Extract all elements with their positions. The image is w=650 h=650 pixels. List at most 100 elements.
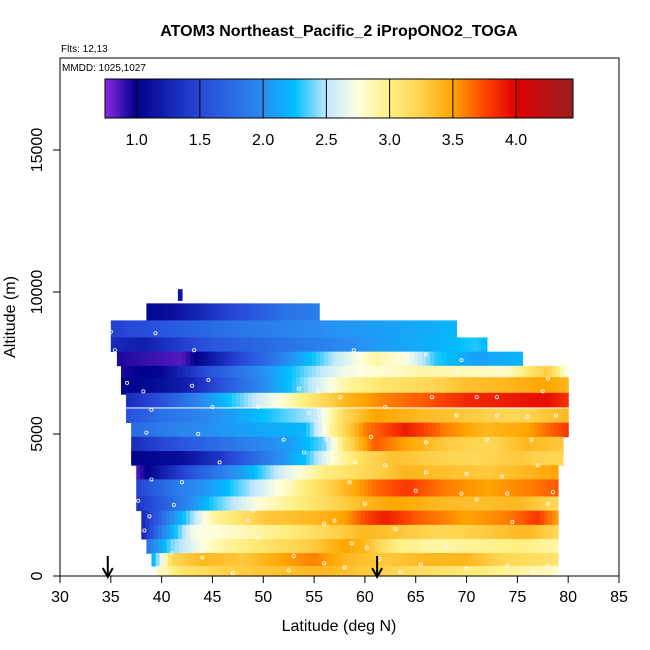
heatmap-cell xyxy=(404,496,410,512)
heatmap-cell xyxy=(190,351,195,367)
sample-point xyxy=(454,370,459,375)
heatmap-cell xyxy=(210,510,216,526)
heatmap-cell xyxy=(337,408,343,424)
heatmap-cell xyxy=(303,377,309,395)
sample-point xyxy=(474,497,479,502)
heatmap-cell xyxy=(320,365,325,378)
heatmap-cell xyxy=(447,539,452,554)
heatmap-cell xyxy=(396,479,402,497)
heatmap-cell xyxy=(206,510,212,526)
heatmap-cell xyxy=(252,539,257,554)
arrow-head xyxy=(371,567,383,580)
heatmap-cell xyxy=(114,320,120,338)
heatmap-cell xyxy=(249,422,254,438)
heatmap-cell xyxy=(367,465,373,480)
heatmap-cell xyxy=(466,524,472,540)
heatmap-cell xyxy=(275,377,281,395)
heatmap-cell xyxy=(263,510,268,526)
heatmap-cell xyxy=(407,436,413,452)
heatmap-cell xyxy=(510,465,515,480)
x-tick-label: 45 xyxy=(204,589,222,606)
colorbar-cell xyxy=(426,79,431,118)
heatmap-cell xyxy=(415,337,421,353)
heatmap-cell xyxy=(509,451,514,466)
colorbar-cell xyxy=(409,79,413,118)
heatmap-cell xyxy=(264,539,269,554)
heatmap-cell xyxy=(443,408,448,424)
heatmap-cell xyxy=(253,451,258,466)
sample-point xyxy=(349,541,354,546)
heatmap-cell xyxy=(240,422,246,438)
heatmap-cell xyxy=(237,496,243,512)
heatmap-cell xyxy=(433,465,438,480)
heatmap-cell xyxy=(424,566,430,577)
heatmap-cell xyxy=(291,510,297,526)
heatmap-cell xyxy=(397,351,403,367)
heatmap-cell xyxy=(386,539,391,554)
heatmap-cell xyxy=(392,479,398,497)
heatmap-cell xyxy=(230,524,236,540)
heatmap-cell xyxy=(293,422,299,438)
heatmap-cell xyxy=(547,524,553,540)
heatmap-cell xyxy=(491,539,497,554)
heatmap-cell xyxy=(333,539,339,554)
heatmap-cell xyxy=(403,553,409,567)
heatmap-cell xyxy=(502,465,507,480)
heatmap-cell xyxy=(478,351,484,367)
heatmap-cell xyxy=(273,553,279,567)
heatmap-cell xyxy=(171,320,177,338)
heatmap-cell xyxy=(155,436,161,452)
heatmap-cell xyxy=(534,465,540,480)
heatmap-cell xyxy=(302,479,308,497)
heatmap-cell xyxy=(474,510,480,526)
heatmap-cell xyxy=(256,303,261,321)
heatmap-cell xyxy=(472,451,478,466)
heatmap-cell xyxy=(538,479,544,497)
heatmap-cell xyxy=(275,365,281,378)
heatmap-cell xyxy=(505,422,510,438)
heatmap-cell xyxy=(488,553,494,567)
heatmap-cell xyxy=(259,510,264,526)
heatmap-cell xyxy=(140,479,145,497)
heatmap-cell xyxy=(503,365,508,378)
heatmap-cell xyxy=(328,524,333,540)
heatmap-cell xyxy=(159,451,165,466)
heatmap-cell xyxy=(409,351,415,367)
heatmap-cell xyxy=(434,365,439,378)
heatmap-cell xyxy=(523,510,529,526)
heatmap-cell xyxy=(326,422,331,438)
heatmap-cell xyxy=(150,539,156,554)
heatmap-cell xyxy=(387,451,392,466)
heatmap-cell xyxy=(316,365,321,378)
heatmap-cell xyxy=(276,408,282,424)
heatmap-cell xyxy=(485,465,491,480)
heatmap-cell xyxy=(252,408,257,424)
heatmap-cell xyxy=(438,351,443,367)
heatmap-cell xyxy=(312,524,317,540)
colorbar-cell xyxy=(365,79,369,118)
x-axis-label: Latitude (deg N) xyxy=(282,618,397,635)
sample-point xyxy=(500,474,505,479)
heatmap-cell xyxy=(514,465,519,480)
heatmap-cell xyxy=(358,320,364,338)
heatmap-cell xyxy=(360,351,366,367)
heatmap-cell xyxy=(210,377,216,395)
heatmap-cell xyxy=(173,524,179,540)
heatmap-cell xyxy=(216,337,222,353)
colorbar-cell xyxy=(517,79,521,118)
heatmap-cell xyxy=(451,539,456,554)
heatmap-cell xyxy=(167,320,173,338)
heatmap-cell xyxy=(495,510,500,526)
heatmap-cell xyxy=(251,377,256,395)
heatmap-cell xyxy=(203,303,208,321)
heatmap-cell xyxy=(346,320,352,338)
heatmap-cell xyxy=(163,320,169,338)
heatmap-cell xyxy=(256,539,261,554)
heatmap-cell xyxy=(411,436,417,452)
heatmap-cell xyxy=(340,365,346,378)
heatmap-cell xyxy=(168,479,174,497)
heatmap-cell xyxy=(551,377,557,395)
heatmap-cell xyxy=(522,496,528,512)
heatmap-cell xyxy=(269,422,275,438)
colorbar-cell xyxy=(222,79,226,118)
